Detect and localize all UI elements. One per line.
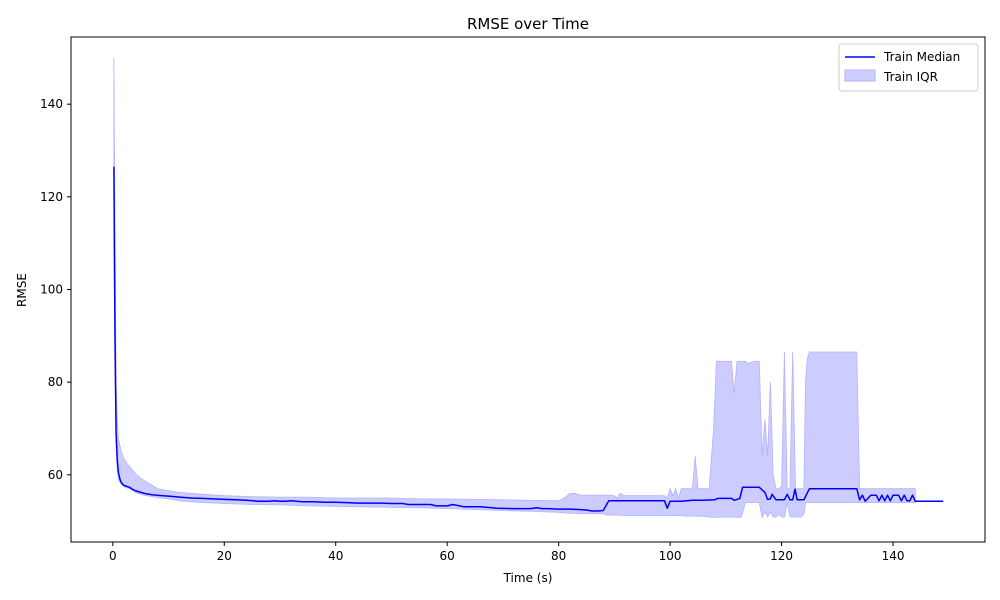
chart-title: RMSE over Time <box>467 15 589 33</box>
y-tick-label: 80 <box>48 375 63 389</box>
legend-iqr-label: Train IQR <box>883 70 938 84</box>
y-tick-label: 100 <box>40 283 63 297</box>
x-tick-label: 100 <box>659 549 682 563</box>
x-tick-label: 0 <box>109 549 117 563</box>
x-tick-label: 60 <box>440 549 455 563</box>
y-axis: 60 80 100 120 140 <box>40 97 71 482</box>
median-line-layer <box>113 166 944 512</box>
y-axis-title: RMSE <box>15 273 29 307</box>
y-tick-label: 140 <box>40 97 63 111</box>
x-tick-label: 140 <box>882 549 905 563</box>
x-tick-label: 20 <box>217 549 232 563</box>
legend: Train Median Train IQR <box>838 43 979 92</box>
y-tick-label: 120 <box>40 190 63 204</box>
y-tick-label: 60 <box>48 468 63 482</box>
x-tick-label: 120 <box>770 549 793 563</box>
plot-area <box>70 36 986 543</box>
x-axis: 0 20 40 60 80 100 120 140 <box>109 542 905 563</box>
x-tick-label: 80 <box>551 549 566 563</box>
legend-iqr-swatch <box>844 69 876 82</box>
series-train-iqr-band <box>113 57 916 519</box>
x-axis-title: Time (s) <box>503 571 553 585</box>
legend-median-label: Train Median <box>883 50 960 64</box>
iqr-band-layer <box>113 57 916 519</box>
series-train-median-line <box>113 166 944 512</box>
x-tick-label: 40 <box>328 549 343 563</box>
